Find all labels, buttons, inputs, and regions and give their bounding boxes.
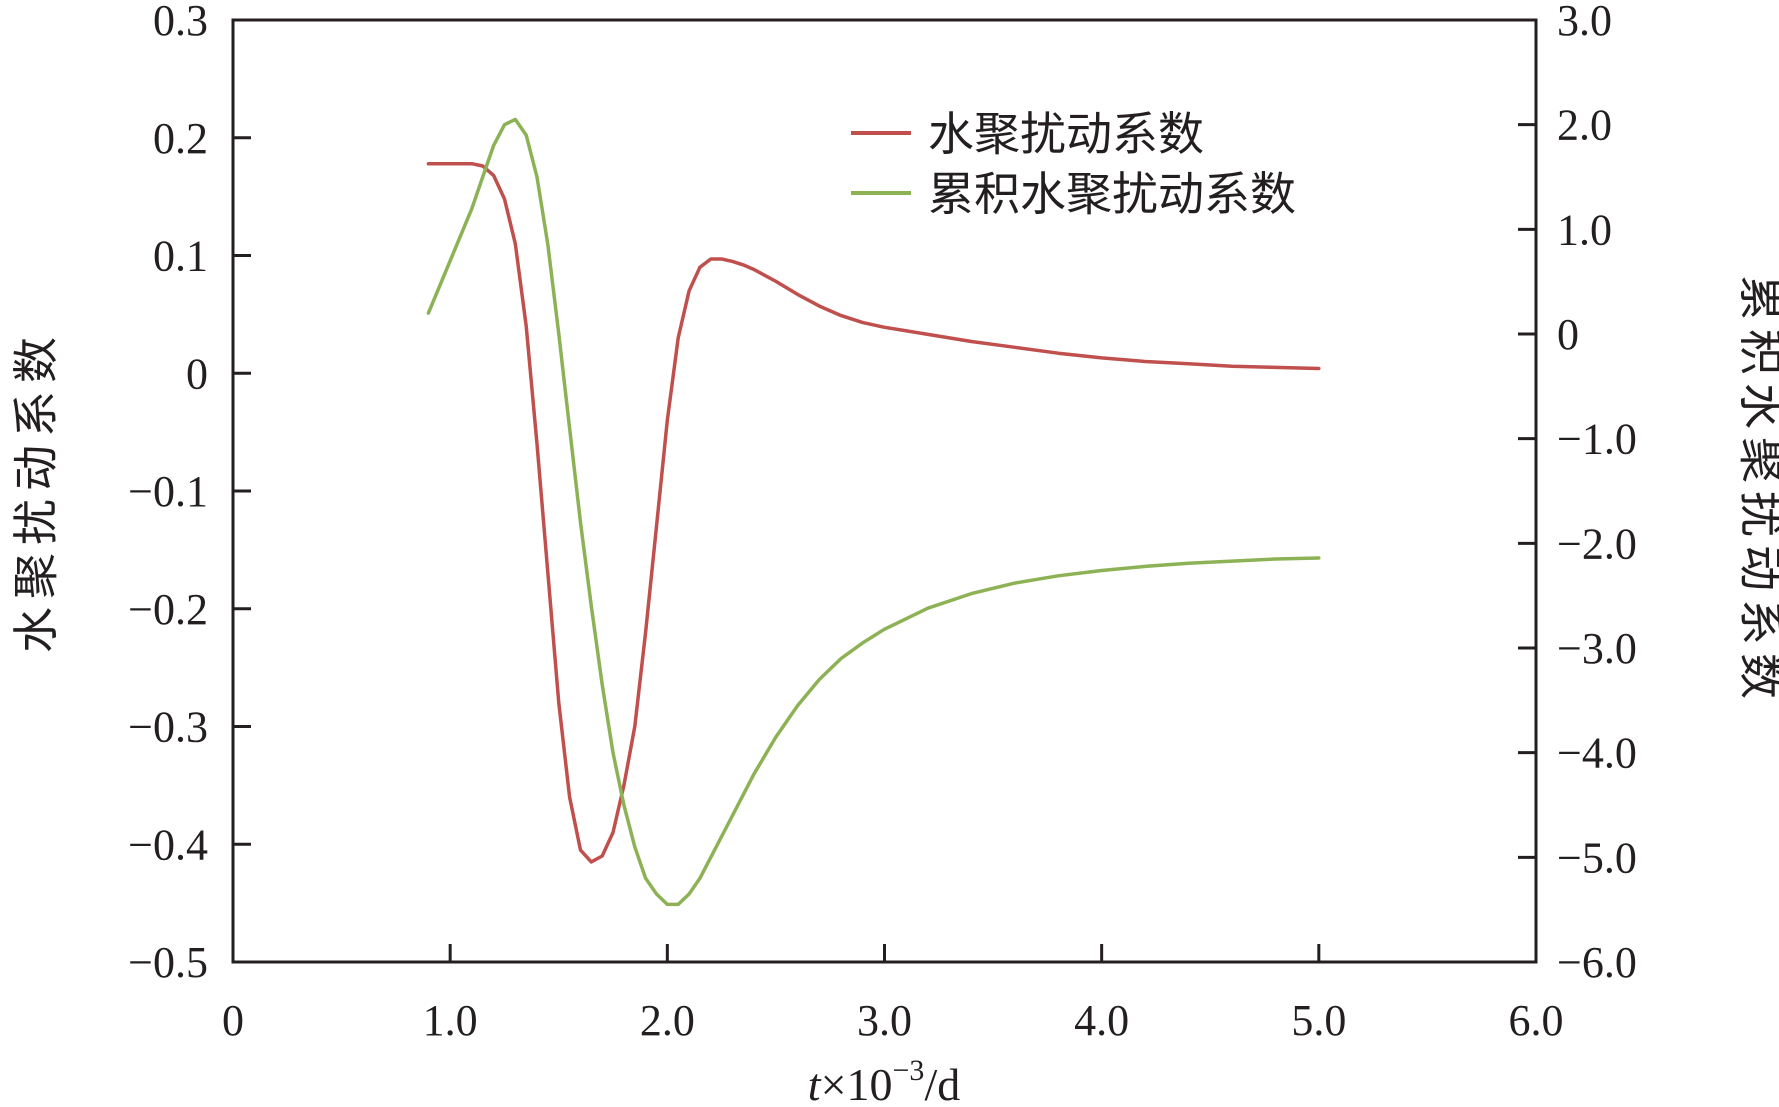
series-layer <box>426 117 1321 907</box>
x-axis-label-var: t <box>808 1059 822 1107</box>
x-tick-label: 1.0 <box>423 996 478 1045</box>
right-y-tick-label: −1.0 <box>1557 415 1637 464</box>
left-y-tick-label: 0.1 <box>153 232 208 281</box>
legend-label-series2: 累积水聚扰动系数 <box>928 167 1296 221</box>
left-y-tick-label: −0.3 <box>128 703 208 752</box>
right-y-axis-ticks: −6.0 −5.0 −4.0 −3.0 −2.0 −1.0 0 1.0 2.0 3.0 <box>1518 0 1637 987</box>
left-y-tick-label: −0.2 <box>128 585 208 634</box>
x-axis-label: t×10−3/d <box>808 1054 960 1107</box>
x-tick-label: 3.0 <box>857 996 912 1045</box>
left-y-tick-label: −0.4 <box>128 820 208 869</box>
x-axis-label-unit: /d <box>924 1059 960 1107</box>
left-y-tick-label: −0.1 <box>128 467 208 516</box>
series-line-1 <box>426 161 1321 864</box>
right-y-tick-label: −3.0 <box>1557 624 1637 673</box>
left-y-tick-label: 0 <box>186 349 208 398</box>
right-y-tick-label: 2.0 <box>1557 101 1612 150</box>
right-y-tick-label: −2.0 <box>1557 519 1637 568</box>
right-y-tick-label: −6.0 <box>1557 938 1637 987</box>
left-y-tick-label: 0.2 <box>153 114 208 163</box>
right-y-tick-label: −5.0 <box>1557 833 1637 882</box>
x-axis-label-mid: ×10 <box>821 1059 893 1107</box>
legend-label-series1: 水聚扰动系数 <box>928 107 1204 161</box>
plot-frame <box>231 18 1538 964</box>
series-line-2 <box>426 117 1321 907</box>
x-tick-label: 6.0 <box>1509 996 1564 1045</box>
legend: 水聚扰动系数 累积水聚扰动系数 <box>851 107 1296 221</box>
x-axis-ticks: 0 1.0 2.0 3.0 4.0 5.0 6.0 <box>222 944 1564 1045</box>
right-y-tick-label: 1.0 <box>1557 205 1612 254</box>
right-y-tick-label: 0 <box>1557 310 1579 359</box>
x-axis-label-exp: −3 <box>893 1054 925 1087</box>
x-tick-label: 4.0 <box>1074 996 1129 1045</box>
x-tick-label: 5.0 <box>1291 996 1346 1045</box>
right-y-axis-label: 累积水聚扰动系数 <box>1734 275 1779 707</box>
left-y-tick-label: −0.5 <box>128 938 208 987</box>
left-y-axis-ticks: −0.5 −0.4 −0.3 −0.2 −0.1 0 0.1 0.2 0.3 <box>128 0 251 987</box>
left-y-tick-label: 0.3 <box>153 0 208 45</box>
left-y-axis-label: 水聚扰动系数 <box>9 329 63 653</box>
x-tick-label: 2.0 <box>640 996 695 1045</box>
x-tick-label: 0 <box>222 996 244 1045</box>
right-y-tick-label: −4.0 <box>1557 729 1637 778</box>
right-y-tick-label: 3.0 <box>1557 0 1612 45</box>
